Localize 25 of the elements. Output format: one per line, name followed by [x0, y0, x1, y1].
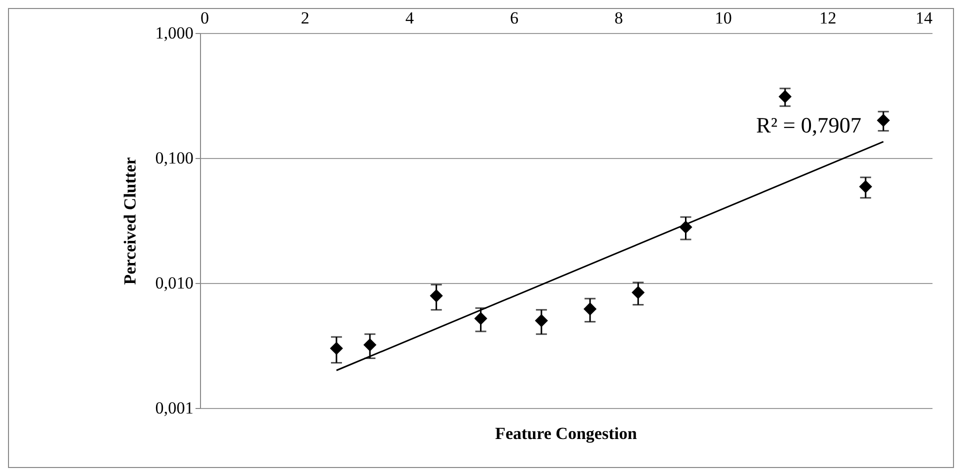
x-tick-label: 4 [405, 8, 414, 28]
x-tick-label: 6 [510, 8, 518, 28]
y-tick-label: 1,000 [155, 24, 194, 42]
x-tick-label: 10 [714, 8, 732, 28]
point [778, 90, 792, 104]
x-tick-label: 0 [200, 8, 209, 28]
point [632, 286, 645, 299]
x-tick-label: 8 [614, 8, 624, 28]
annotation: R² = 0,7907 [756, 112, 862, 138]
y-tick-label: 0,100 [155, 148, 194, 168]
y-tick-label: 0,001 [155, 398, 194, 418]
point [474, 312, 488, 326]
x-axis-title: Feature Congestion [495, 424, 638, 443]
point [430, 289, 443, 302]
point [859, 180, 872, 194]
point [534, 314, 548, 328]
y-axis-title: Perceived Clutter [120, 156, 140, 285]
point [876, 114, 890, 127]
point [330, 342, 343, 355]
x-tick-label: 12 [819, 8, 836, 28]
x-tick-label: 2 [300, 8, 310, 28]
y-tick-label: 0,010 [155, 274, 194, 292]
x-tick-label: 14 [916, 8, 933, 28]
point [363, 338, 376, 352]
point [584, 302, 597, 316]
